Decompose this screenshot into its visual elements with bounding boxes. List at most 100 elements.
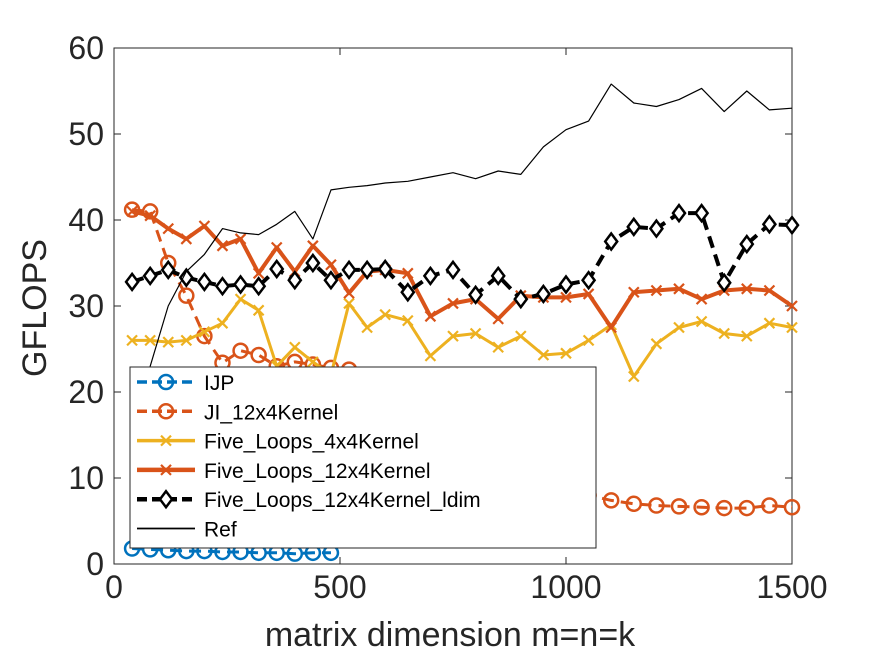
data-point-x xyxy=(424,350,437,362)
data-point-diamond xyxy=(323,270,339,291)
data-point-circle xyxy=(761,497,778,514)
data-point-diamond xyxy=(739,233,755,255)
data-point-x xyxy=(492,341,504,354)
legend-marker-x-stroke xyxy=(160,434,172,447)
data-point-diamond xyxy=(761,214,777,235)
data-point-x xyxy=(343,297,355,310)
data-point-x xyxy=(447,297,459,310)
data-point-circle xyxy=(141,203,159,220)
data-point-x xyxy=(234,293,247,305)
data-point-x xyxy=(144,209,156,222)
data-point-x xyxy=(424,310,437,323)
data-point-x-stroke xyxy=(252,267,265,280)
data-point-x xyxy=(198,326,211,338)
x-tick-label: 0 xyxy=(105,569,123,605)
data-point-x xyxy=(695,315,708,328)
data-point-x-stroke xyxy=(628,286,640,299)
data-point-diamond xyxy=(287,270,303,291)
data-point-circle xyxy=(123,201,141,218)
data-point-x-stroke xyxy=(763,284,776,297)
data-point-x-stroke xyxy=(537,349,550,361)
data-point-circle xyxy=(693,498,710,516)
data-point-x-stroke xyxy=(628,370,640,383)
data-point-x xyxy=(447,330,459,342)
legend-label: Ref xyxy=(204,519,237,542)
data-point-x-stroke xyxy=(763,317,776,329)
data-point-x-stroke xyxy=(234,293,247,305)
data-point-x xyxy=(307,356,319,368)
legend-label: Five_Loops_12x4Kernel_ldim xyxy=(204,489,481,512)
series-line xyxy=(131,83,793,410)
y-tick-label: 30 xyxy=(68,288,104,324)
data-point-x-stroke xyxy=(216,317,229,329)
data-point-x-stroke xyxy=(343,287,355,299)
data-point-x xyxy=(307,240,319,252)
data-point-x xyxy=(741,330,753,342)
data-point-diamond xyxy=(251,276,267,297)
data-point-x-stroke xyxy=(492,341,504,354)
data-point-x xyxy=(325,258,337,271)
data-point-x-stroke xyxy=(695,315,708,328)
data-point-x xyxy=(343,287,355,299)
data-point-x-stroke xyxy=(234,233,247,245)
data-point-x-stroke xyxy=(786,321,798,334)
data-point-x xyxy=(126,205,138,218)
data-point-x xyxy=(198,220,211,232)
data-point-x-stroke xyxy=(180,233,193,245)
legend-marker-x xyxy=(160,434,172,447)
data-point-diamond xyxy=(694,203,710,224)
data-point-x-stroke xyxy=(402,267,414,280)
legend: IJP JI_12x4Kernel Five_Loops_4x4Kernel Five… xyxy=(129,366,597,549)
x-tick-label: 1000 xyxy=(530,569,601,605)
data-point-x-stroke xyxy=(492,313,504,325)
data-point-x xyxy=(469,327,482,340)
data-point-diamond xyxy=(784,215,800,236)
data-point-x-stroke xyxy=(180,334,193,347)
data-point-x-stroke xyxy=(270,241,283,254)
legend-marker-circle xyxy=(157,373,175,391)
data-point-x-stroke xyxy=(673,321,685,334)
data-point-x-stroke xyxy=(673,283,685,295)
legend-marker-circle xyxy=(157,403,175,420)
y-tick-label: 10 xyxy=(68,460,104,496)
data-point-diamond xyxy=(490,265,506,286)
data-point-x-stroke xyxy=(582,334,595,347)
series-five-loops-12x4kernel-ldim xyxy=(124,203,800,310)
data-point-x-stroke xyxy=(379,308,391,321)
legend-entry: Five_Loops_12x4Kernel_ldim xyxy=(137,489,481,512)
data-point-x xyxy=(492,313,504,325)
data-point-x xyxy=(560,291,572,304)
data-point-x xyxy=(180,233,193,245)
data-point-diamond xyxy=(214,276,231,297)
data-point-x-stroke xyxy=(650,338,663,350)
data-point-x xyxy=(289,341,301,354)
legend-label: IJP xyxy=(204,372,234,395)
legend-label: Five_Loops_4x4Kernel xyxy=(204,431,419,454)
data-point-x-stroke xyxy=(582,288,595,300)
data-point-x-stroke xyxy=(144,209,156,222)
data-point-x-stroke xyxy=(216,240,229,252)
data-point-circle xyxy=(738,499,756,517)
data-point-x xyxy=(361,321,373,334)
data-point-diamond xyxy=(124,271,140,293)
data-point-diamond xyxy=(468,284,484,305)
data-point-x xyxy=(216,240,229,252)
data-point-x-stroke xyxy=(307,240,319,252)
data-point-x xyxy=(763,317,776,329)
data-point-circle xyxy=(648,497,665,514)
data-point-diamond xyxy=(400,282,416,303)
data-point-x xyxy=(741,283,753,295)
data-point-x xyxy=(515,330,527,342)
data-point-x-stroke xyxy=(560,347,572,360)
y-tick-label: 20 xyxy=(68,374,104,410)
data-point-x xyxy=(162,222,175,235)
data-point-x-stroke xyxy=(447,297,459,310)
data-point-x xyxy=(252,267,265,280)
data-point-x xyxy=(718,327,730,340)
data-point-diamond xyxy=(269,258,285,280)
data-point-diamond xyxy=(513,289,529,310)
data-point-x-stroke xyxy=(469,327,482,340)
data-point-x xyxy=(144,334,156,347)
legend-marker-x-stroke xyxy=(160,464,172,476)
data-point-diamond xyxy=(160,259,176,280)
